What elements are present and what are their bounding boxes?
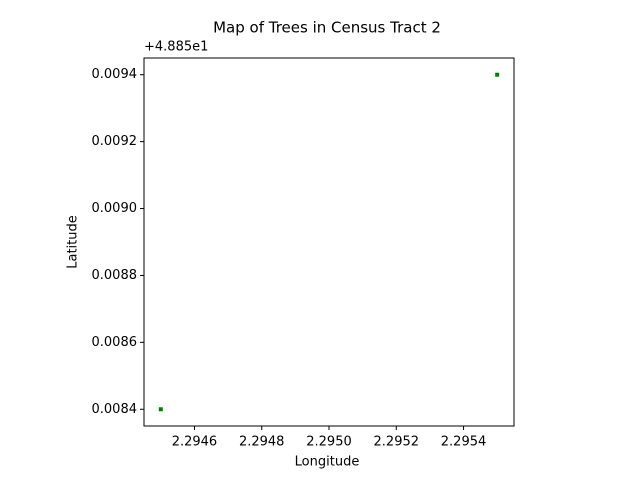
tree-point	[158, 407, 163, 412]
y-tick-label: 0.0088	[92, 268, 138, 283]
x-tick-label: 2.2954	[441, 435, 487, 450]
x-tick-label: 2.2948	[239, 435, 285, 450]
y-axis-label: Latitude	[66, 215, 81, 269]
x-axis-label: Longitude	[295, 455, 360, 470]
y-tick-label: 0.0094	[92, 67, 138, 82]
x-tick-label: 2.2950	[306, 435, 352, 450]
y-offset-label: +4.885e1	[144, 40, 208, 55]
x-tick-label: 2.2952	[374, 435, 420, 450]
y-tick-label: 0.0084	[92, 402, 138, 417]
y-tick-label: 0.0090	[92, 201, 138, 216]
tree-point	[495, 72, 500, 77]
y-tick-label: 0.0092	[92, 134, 138, 149]
plot-frame	[143, 57, 515, 427]
y-tick-label: 0.0086	[92, 335, 138, 350]
x-tick-label: 2.2946	[172, 435, 218, 450]
chart-title: Map of Trees in Census Tract 2	[213, 19, 441, 37]
